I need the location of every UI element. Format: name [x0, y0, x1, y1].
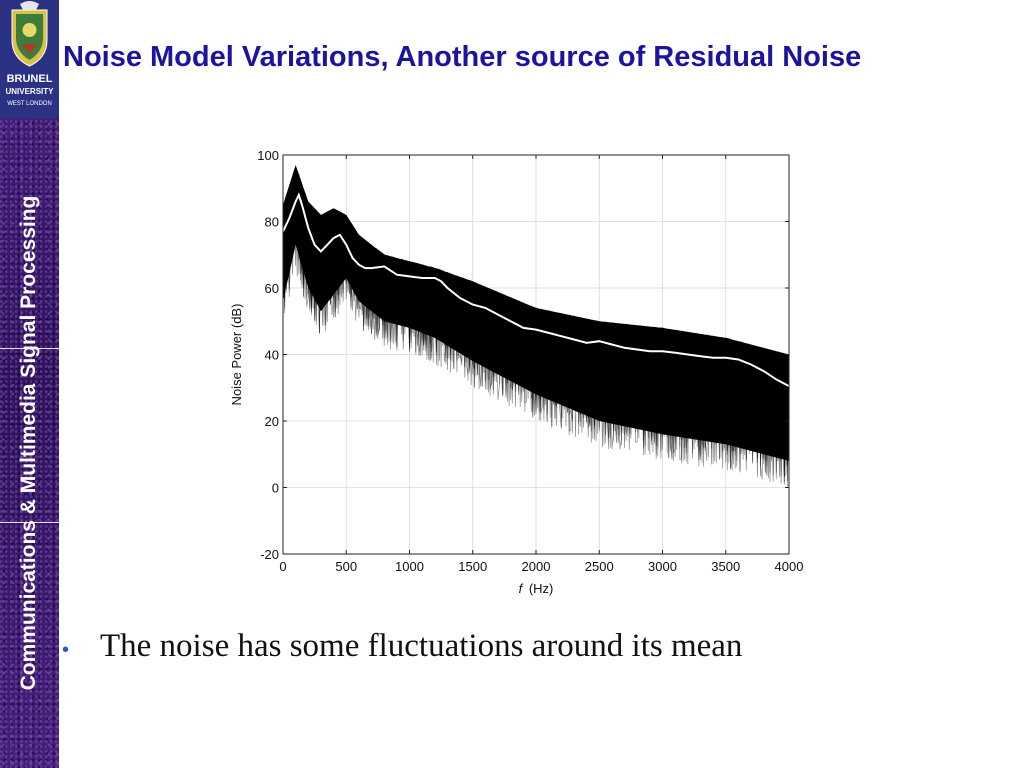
bullet-text: The noise has some fluctuations around i… [100, 628, 743, 664]
y-tick-label: 20 [265, 414, 279, 429]
slide-title: Noise Model Variations, Another source o… [63, 41, 862, 73]
noise-trace [282, 181, 790, 467]
mean-line [282, 192, 790, 387]
mean-trace [282, 192, 790, 387]
y-tick-label: 60 [265, 281, 279, 296]
noise-trace [282, 192, 790, 477]
svg-text:UNIVERSITY: UNIVERSITY [5, 87, 54, 96]
noise-trace [282, 182, 790, 461]
y-tick-label: 100 [257, 148, 279, 163]
noise-trace [282, 217, 790, 471]
noise-trace [282, 190, 790, 482]
noise-trace [282, 193, 790, 485]
x-tick-label: 3500 [711, 559, 740, 574]
university-logo: BRUNEL UNIVERSITY WEST LONDON [0, 0, 59, 118]
noise-trace [282, 195, 790, 471]
x-tick-label: 2500 [585, 559, 614, 574]
sidebar-divider [0, 348, 59, 349]
noise-trace [282, 199, 790, 465]
y-tick-label: 40 [265, 348, 279, 363]
y-tick-label: -20 [260, 547, 279, 562]
svg-text:BRUNEL: BRUNEL [7, 73, 53, 85]
noise-trace [282, 185, 790, 461]
x-tick-label: 3000 [648, 559, 677, 574]
noise-trace [282, 180, 790, 465]
crest-icon: BRUNEL UNIVERSITY WEST LONDON [0, 0, 59, 118]
noise-trace [282, 204, 790, 465]
noise-trace [282, 195, 790, 456]
noise-trace [282, 185, 790, 473]
noise-trace [282, 177, 790, 469]
x-tick-label: 4000 [775, 559, 804, 574]
bullet-list: • The noise has some fluctuations around… [62, 628, 742, 665]
x-tick-label: 2000 [522, 559, 551, 574]
noise-trace [282, 189, 790, 467]
noise-trace [282, 206, 790, 448]
noise-trace [282, 185, 790, 462]
axis-ticks: 0 500 1000 1500 2000 2500 3000 3500 4000-2002040… [257, 148, 803, 574]
noise-trace [282, 173, 790, 479]
noise-trace [282, 184, 790, 465]
x-tick-label: 500 [335, 559, 357, 574]
noise-trace [282, 206, 790, 484]
noise-trace [282, 184, 790, 478]
noise-trace [282, 215, 790, 465]
ensemble-band [283, 165, 789, 461]
sidebar-divider [0, 522, 59, 523]
y-tick-label: 0 [272, 481, 279, 496]
noise-trace [282, 173, 790, 487]
x-axis-label: f (Hz) [519, 581, 554, 596]
noise-trace [282, 206, 790, 462]
x-tick-label: 0 [279, 559, 286, 574]
bullet-icon: • [62, 639, 70, 661]
sidebar: BRUNEL UNIVERSITY WEST LONDON Communicat… [0, 0, 59, 768]
noise-trace [282, 190, 790, 477]
noise-trace [282, 212, 790, 474]
y-axis-label: Noise Power (dB) [229, 304, 244, 406]
svg-text:WEST LONDON: WEST LONDON [7, 101, 52, 107]
x-tick-label: 1000 [395, 559, 424, 574]
noise-trace [282, 173, 790, 464]
noise-trace [282, 203, 790, 480]
noise-trace [282, 204, 790, 467]
y-tick-label: 80 [265, 215, 279, 230]
noise-trace [282, 191, 790, 483]
noise-trace [282, 202, 790, 482]
x-tick-label: 1500 [458, 559, 487, 574]
noise-trace [282, 198, 790, 473]
